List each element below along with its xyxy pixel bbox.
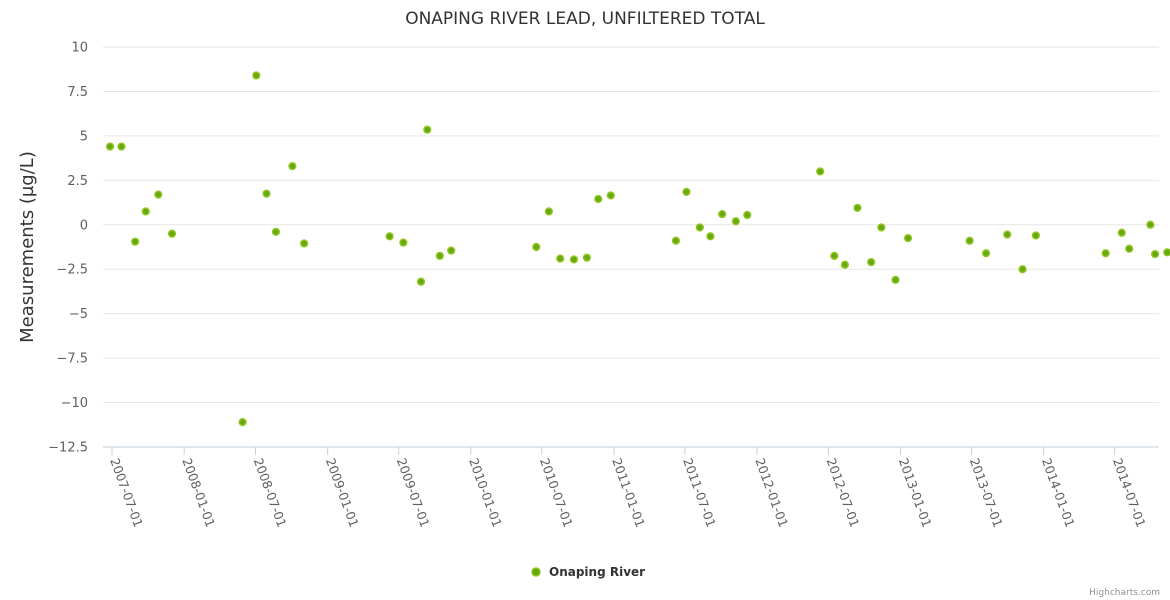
y-tick-label: 2.5 — [67, 174, 88, 189]
x-tick-label: 2013-01-01 — [896, 456, 935, 529]
legend-item[interactable]: Onaping River — [531, 565, 645, 579]
y-tick-label: −2.5 — [56, 263, 88, 278]
x-tick-label: 2009-01-01 — [323, 456, 362, 529]
data-point[interactable] — [718, 210, 727, 219]
x-tick-label: 2012-01-01 — [752, 456, 791, 529]
data-point[interactable] — [399, 238, 408, 247]
data-point[interactable] — [903, 234, 913, 243]
x-tick-label: 2011-01-01 — [609, 456, 648, 529]
data-point[interactable] — [238, 418, 247, 427]
data-point[interactable] — [1125, 244, 1134, 253]
data-point[interactable] — [1031, 231, 1040, 240]
y-tick-label: 7.5 — [67, 85, 88, 100]
data-point[interactable] — [1146, 220, 1155, 229]
data-point[interactable] — [252, 71, 261, 80]
data-point[interactable] — [271, 227, 281, 236]
x-tick-label: 2010-01-01 — [466, 456, 505, 529]
data-point[interactable] — [262, 189, 271, 198]
credits-link[interactable]: Highcharts.com — [1089, 588, 1160, 598]
data-point[interactable] — [1101, 249, 1110, 258]
x-tick-label: 2013-07-01 — [967, 456, 1006, 529]
data-point[interactable] — [853, 203, 862, 212]
data-point[interactable] — [867, 258, 876, 267]
data-point[interactable] — [594, 194, 603, 204]
data-point[interactable] — [731, 217, 740, 226]
data-point[interactable] — [891, 275, 900, 284]
y-tick-label: 10 — [71, 41, 88, 56]
data-point[interactable] — [840, 260, 850, 269]
data-point[interactable] — [671, 236, 680, 245]
data-point[interactable] — [532, 242, 541, 252]
data-point[interactable] — [141, 207, 150, 216]
data-point[interactable] — [965, 236, 974, 245]
data-point[interactable] — [167, 229, 177, 238]
y-tick-label: −12.5 — [48, 441, 88, 456]
x-tick-label: 2014-01-01 — [1039, 456, 1078, 529]
data-point[interactable] — [385, 232, 394, 241]
data-point[interactable] — [117, 142, 126, 151]
x-tick-label: 2011-07-01 — [680, 456, 719, 529]
x-tick-label: 2012-07-01 — [824, 456, 863, 529]
x-tick-label: 2008-07-01 — [251, 456, 290, 529]
data-point[interactable] — [606, 191, 615, 200]
data-point[interactable] — [423, 125, 432, 134]
y-tick-labels: 10 7.5 5 2.5 0 −2.5 −5 −7.5 −10 −12.5 — [48, 41, 88, 456]
x-tick-label: 2010-07-01 — [537, 456, 576, 529]
data-point[interactable] — [556, 254, 565, 263]
legend-marker — [531, 567, 541, 577]
data-point[interactable] — [544, 207, 553, 216]
y-tick-label: 5 — [80, 129, 88, 144]
y-gridlines — [103, 46, 1159, 404]
data-point[interactable] — [416, 277, 426, 286]
data-point[interactable] — [582, 253, 591, 262]
data-point[interactable] — [695, 223, 704, 232]
data-point[interactable] — [435, 251, 444, 260]
legend-label[interactable]: Onaping River — [549, 565, 645, 579]
data-point[interactable] — [1003, 230, 1012, 239]
x-tick-label: 2007-07-01 — [107, 456, 146, 529]
data-point[interactable] — [288, 162, 297, 171]
x-tick-label: 2009-07-01 — [394, 456, 433, 529]
data-point[interactable] — [1018, 265, 1027, 274]
y-axis-label: Measurements (µg/L) — [17, 151, 38, 343]
data-point[interactable] — [1150, 250, 1160, 259]
x-ticks: 2007-07-01 2008-01-01 2008-07-01 2009-01-01… — [107, 447, 1149, 529]
data-point[interactable] — [154, 190, 163, 199]
data-point[interactable] — [131, 237, 140, 246]
y-tick-label: −7.5 — [56, 352, 88, 367]
y-tick-label: −10 — [61, 396, 88, 411]
data-point[interactable] — [1117, 228, 1126, 237]
chart-title: ONAPING RIVER LEAD, UNFILTERED TOTAL — [405, 9, 765, 29]
y-tick-label: −5 — [69, 307, 88, 322]
x-tick-label: 2008-01-01 — [179, 456, 218, 529]
data-point[interactable] — [981, 249, 991, 258]
data-point[interactable] — [877, 223, 886, 232]
data-point[interactable] — [743, 210, 752, 220]
data-points — [105, 71, 1170, 427]
data-point[interactable] — [682, 187, 691, 196]
y-tick-label: 0 — [80, 218, 88, 233]
x-tick-label: 2014-07-01 — [1110, 456, 1149, 529]
data-point[interactable] — [816, 167, 825, 176]
data-point[interactable] — [300, 239, 309, 248]
data-point[interactable] — [706, 232, 715, 241]
data-point[interactable] — [105, 142, 115, 151]
data-point[interactable] — [830, 251, 839, 260]
data-point[interactable] — [447, 246, 456, 255]
data-point[interactable] — [1163, 248, 1170, 257]
data-point[interactable] — [569, 255, 579, 264]
